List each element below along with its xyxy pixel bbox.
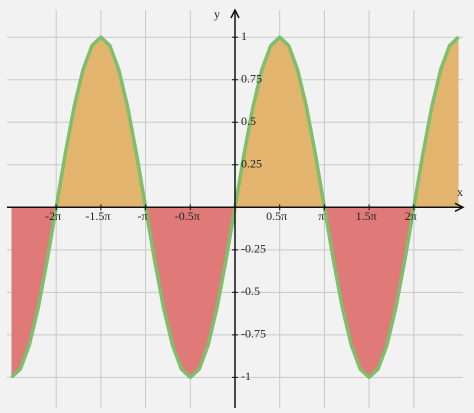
x-tick-label: π [318, 209, 324, 223]
x-tick-label: -0.5π [175, 209, 200, 223]
x-tick-label: -π [138, 209, 148, 223]
x-tick-label: -1.5π [85, 209, 110, 223]
y-axis-label: y [214, 7, 220, 21]
y-axis-arrow [230, 8, 240, 19]
x-tick-label: 2π [405, 209, 417, 223]
y-tick-label: -1 [241, 369, 251, 383]
y-tick-label: -0.25 [241, 242, 266, 256]
x-tick-label: 0.5π [266, 209, 287, 223]
x-tick-label: 1.5π [356, 209, 377, 223]
x-axis-arrow [454, 202, 465, 212]
y-tick-label: 0.25 [241, 157, 262, 171]
area-negative [11, 207, 414, 378]
y-tick-label: 1 [241, 29, 247, 43]
x-tick-label: -2π [45, 209, 61, 223]
y-tick-label: 0.5 [241, 114, 256, 128]
area-positive [11, 37, 459, 208]
y-tick-label: -0.5 [241, 284, 260, 298]
y-tick-label: -0.75 [241, 327, 266, 341]
y-tick-label: 0.75 [241, 71, 262, 85]
x-axis-label: x [457, 185, 463, 199]
